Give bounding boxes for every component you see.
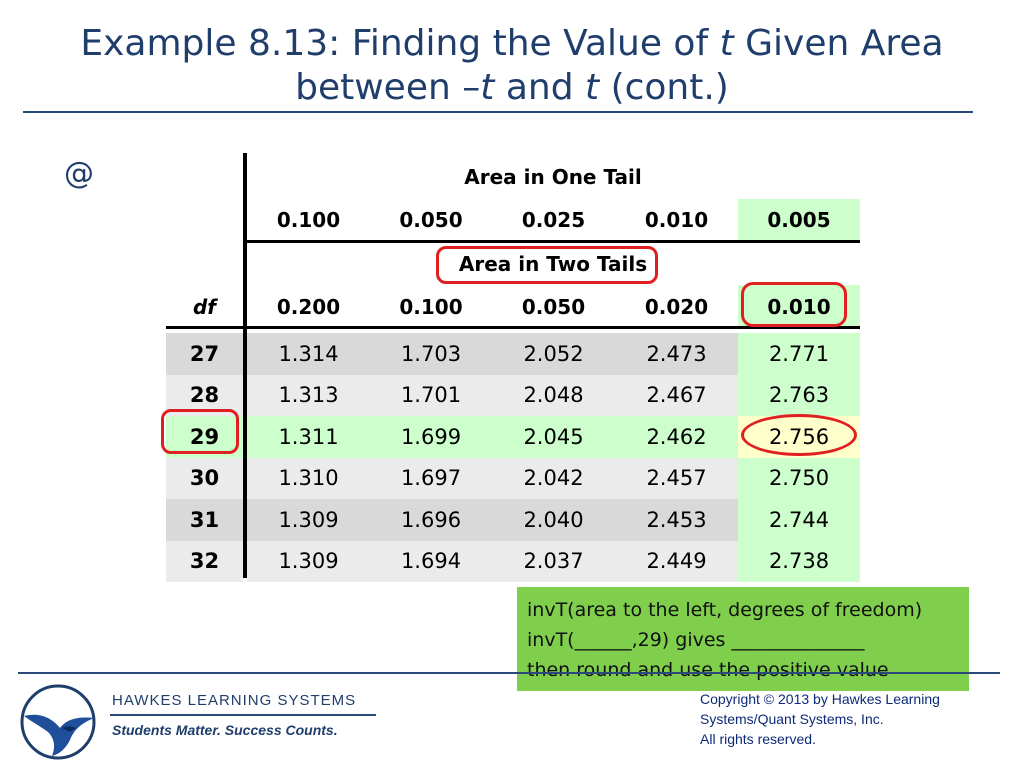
- table-cell: 1.703: [370, 333, 492, 375]
- brand-tagline: Students Matter. Success Counts.: [112, 722, 338, 738]
- table-cell: 2.037: [492, 540, 615, 582]
- one-tail-value: 0.010: [644, 208, 709, 232]
- table-cell: 1.310: [247, 457, 370, 499]
- two-tails-highlight-oval: [436, 246, 658, 284]
- table-cell: 2.771: [738, 333, 860, 375]
- brand-divider: [110, 714, 376, 716]
- table-cell: 2.457: [615, 457, 738, 499]
- one-tail-value: 0.005: [738, 199, 860, 241]
- table-cell: 2.473: [615, 333, 738, 375]
- two-tails-value: 0.050: [521, 295, 586, 319]
- brand-name: HAWKES LEARNING SYSTEMS: [112, 692, 357, 709]
- table-cell: 2.042: [492, 457, 615, 499]
- one-tail-value: 0.100: [276, 208, 341, 232]
- calculator-note: invT(area to the left, degrees of freedo…: [517, 587, 969, 691]
- table-cell: 1.701: [370, 374, 492, 416]
- table-cell: 2.453: [615, 499, 738, 541]
- two-tails-value: 0.020: [644, 295, 709, 319]
- table-cell: 2.052: [492, 333, 615, 375]
- column-highlight-oval: [741, 282, 847, 327]
- row-highlight-oval: [161, 409, 239, 454]
- answer-highlight-circle: [741, 414, 857, 456]
- one-tail-value: 0.025: [521, 208, 586, 232]
- one-tail-header: Area in One Tail: [464, 165, 642, 189]
- table-cell: 1.694: [370, 540, 492, 582]
- table-cell: 2.045: [492, 416, 615, 458]
- two-tails-header: Area in Two Tails: [458, 252, 648, 276]
- table-horizontal-rule: [247, 240, 860, 243]
- table-cell: 1.309: [247, 540, 370, 582]
- note-line-2: invT(______,29) gives ______________: [527, 629, 865, 651]
- hawk-logo-icon: [20, 684, 96, 760]
- note-line-3: then round and use the positive value: [527, 659, 889, 681]
- table-vertical-rule: [243, 153, 247, 578]
- table-cell: 1.313: [247, 374, 370, 416]
- slide-title-line1: Example 8.13: Finding the Value of t Giv…: [80, 23, 944, 64]
- at-symbol: @: [64, 156, 94, 191]
- df-row-label: 30: [166, 457, 243, 499]
- slide-title-line2: between –t and t (cont.): [295, 67, 729, 108]
- table-cell: 2.462: [615, 416, 738, 458]
- table-horizontal-rule: [166, 326, 860, 329]
- table-cell: 2.738: [738, 540, 860, 582]
- df-row-label: 32: [166, 540, 243, 582]
- df-row-label: 31: [166, 499, 243, 541]
- table-cell: 1.309: [247, 499, 370, 541]
- note-line-1: invT(area to the left, degrees of freedo…: [527, 599, 923, 621]
- table-cell: 1.699: [370, 416, 492, 458]
- title-t-variable: t: [719, 23, 734, 64]
- footer-divider: [18, 672, 1000, 674]
- table-cell: 2.467: [615, 374, 738, 416]
- slide-title: Example 8.13: Finding the Value of t Giv…: [40, 22, 984, 110]
- table-cell: 2.048: [492, 374, 615, 416]
- title-divider: [23, 111, 973, 113]
- table-cell: 1.311: [247, 416, 370, 458]
- table-cell: 2.040: [492, 499, 615, 541]
- df-row-label: 27: [166, 333, 243, 375]
- copyright-notice: Copyright © 2013 by Hawkes Learning Syst…: [700, 691, 940, 747]
- table-cell: 2.763: [738, 374, 860, 416]
- table-cell: 2.750: [738, 457, 860, 499]
- table-cell: 1.696: [370, 499, 492, 541]
- table-cell: 2.744: [738, 499, 860, 541]
- df-header: df: [192, 295, 217, 319]
- table-cell: 1.697: [370, 457, 492, 499]
- table-cell: 2.449: [615, 540, 738, 582]
- two-tails-value: 0.100: [399, 295, 463, 319]
- two-tails-value: 0.200: [276, 295, 341, 319]
- table-cell: 1.314: [247, 333, 370, 375]
- one-tail-value: 0.050: [399, 208, 463, 232]
